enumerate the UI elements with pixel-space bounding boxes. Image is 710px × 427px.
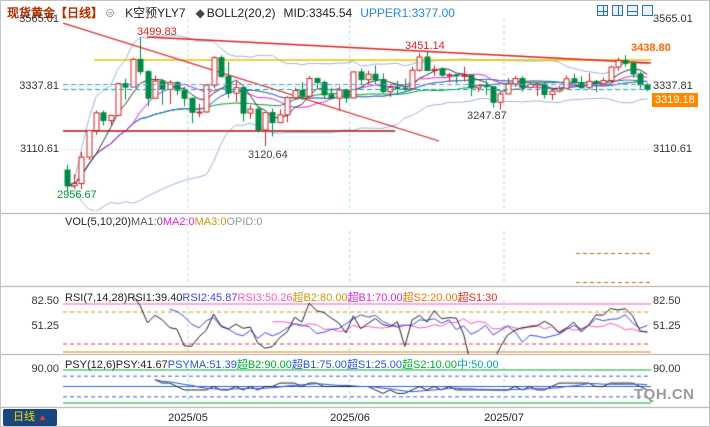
psy-value: PSY:41.67 bbox=[115, 359, 168, 371]
last-price-tag: 3319.18 bbox=[652, 93, 698, 107]
vol-opid: OPID:0 bbox=[226, 216, 263, 228]
rsi2-value: RSI2:45.87 bbox=[182, 292, 238, 304]
hsplit-layout-icon[interactable] bbox=[627, 5, 638, 16]
x-axis-month-label: 2025/05 bbox=[168, 412, 208, 424]
single-layout-icon[interactable] bbox=[642, 5, 653, 16]
psy-label: PSY(12,6) bbox=[65, 359, 116, 371]
k-indicator-label: K空预YLY7 bbox=[125, 6, 186, 20]
rsi-axis-label: 82.50 bbox=[31, 295, 59, 307]
psyma-value: PSYMA:51.39 bbox=[167, 359, 237, 371]
psy-header: PSY(12,6)PSY:41.67PSYMA:51.39超B2:90.00超B… bbox=[65, 356, 499, 372]
vol-label: VOL(5,10,20) bbox=[65, 216, 132, 228]
price-axis-label: 3337.81 bbox=[19, 80, 59, 92]
price-axis-label: 3565.01 bbox=[19, 13, 59, 25]
price-annotation: 3438.80 bbox=[631, 42, 671, 54]
vol-ma1: MA1:0 bbox=[131, 216, 163, 228]
rsi-overbought1: 超B1:70.00 bbox=[347, 292, 403, 304]
price-axis-label: 3110.61 bbox=[20, 143, 59, 155]
psy-mid: 中:50.00 bbox=[457, 359, 499, 371]
period-tab-daily[interactable]: 日线 ▲ bbox=[3, 409, 57, 426]
boll-diamond-icon: ◆ bbox=[195, 6, 205, 20]
vol-ma3: MA3:0 bbox=[194, 216, 227, 228]
price-axis-label: 3565.01 bbox=[653, 13, 693, 25]
layout-icons bbox=[597, 5, 653, 16]
rsi-overbought2: 超B2:80.00 bbox=[292, 292, 348, 304]
boll-mid-value: MID:3345.54 bbox=[283, 6, 353, 20]
rsi3-value: RSI3:50.26 bbox=[237, 292, 293, 304]
vol-header: VOL(5,10,20)MA1:0MA2:0MA3:0OPID:0 bbox=[65, 216, 263, 228]
vsplit-layout-icon[interactable] bbox=[612, 5, 623, 16]
psy-axis-label: 90.00 bbox=[31, 363, 59, 375]
boll-upper-value: UPPER1:3377.00 bbox=[360, 6, 455, 20]
grid-layout-icon[interactable] bbox=[597, 5, 608, 16]
psy-overbought2: 超B2:90.00 bbox=[236, 359, 292, 371]
price-annotation: 3120.64 bbox=[248, 149, 288, 161]
psy-overbought1: 超B1:75.00 bbox=[291, 359, 347, 371]
x-axis-month-label: 2025/06 bbox=[330, 412, 370, 424]
price-annotation: 3499.83 bbox=[137, 26, 177, 38]
rsi-header: RSI(7,14,28)RSI1:39.40RSI2:45.87RSI3:50.… bbox=[65, 289, 497, 305]
vol-ma2: MA2:0 bbox=[162, 216, 195, 228]
rsi-oversold2: 超S2:20.00 bbox=[402, 292, 458, 304]
boll-label: BOLL2(20,2) bbox=[206, 6, 276, 20]
rsi1-value: RSI1:39.40 bbox=[127, 292, 183, 304]
rsi-oversold1: 超S1:30 bbox=[457, 292, 498, 304]
period-tab-label: 日线 bbox=[13, 411, 36, 423]
up-arrow-icon: ▲ bbox=[38, 412, 47, 422]
price-annotation: 3451.14 bbox=[405, 40, 445, 52]
rsi-axis-label: 51.25 bbox=[31, 320, 59, 332]
symbol-title: 现货黄金【日线】 bbox=[7, 6, 104, 20]
watermark: TQH.CN bbox=[634, 386, 695, 403]
rsi-label: RSI(7,14,28) bbox=[65, 292, 128, 304]
price-axis-label: 3110.61 bbox=[653, 143, 692, 155]
psy-oversold1: 超S1:25.00 bbox=[346, 359, 402, 371]
psy-axis-label: 90.00 bbox=[653, 363, 681, 375]
price-axis-label: 3337.81 bbox=[653, 80, 693, 92]
rsi-axis-label: 51.25 bbox=[653, 320, 681, 332]
price-annotation: 3247.87 bbox=[467, 110, 507, 122]
rsi-axis-label: 82.50 bbox=[653, 295, 681, 307]
chart-header: 现货黄金【日线】 ⊜ K空预YLY7 ◆ BOLL2(20,2) MID:3345.54 U… bbox=[7, 4, 463, 21]
x-axis-month-label: 2025/07 bbox=[484, 412, 524, 424]
settings-dropdown-icon[interactable]: ⊜ bbox=[105, 6, 116, 20]
psy-oversold2: 超S2:10.00 bbox=[401, 359, 458, 371]
low-price-label: 2956.67 bbox=[57, 189, 97, 201]
